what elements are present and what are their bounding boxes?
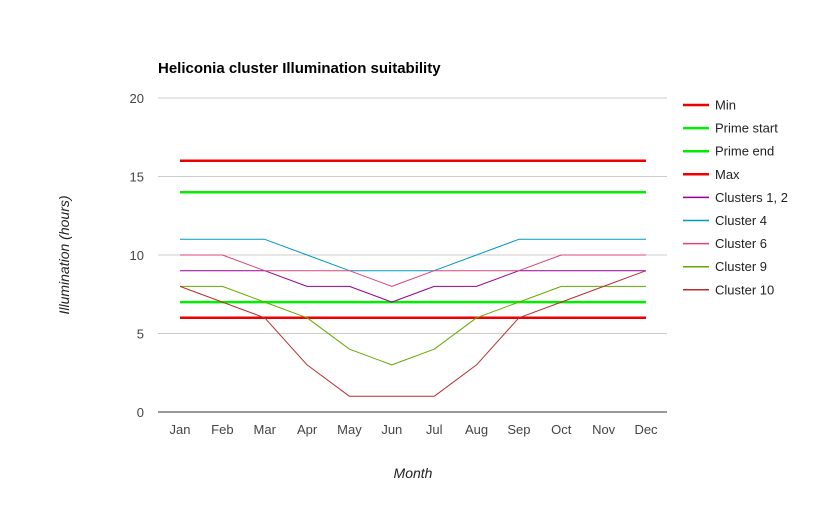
x-tick-label: Jul — [426, 422, 443, 437]
gridlines — [158, 97, 667, 334]
x-tick-label: May — [337, 422, 362, 437]
series-lines — [179, 159, 647, 397]
x-tick-label: Feb — [211, 422, 233, 437]
y-tick-label: 0 — [137, 405, 144, 420]
legend-label-2: Prime end — [715, 144, 774, 159]
legend-label-8: Cluster 10 — [715, 282, 774, 297]
x-tick-label: Apr — [297, 422, 318, 437]
x-tick-label: Dec — [634, 422, 658, 437]
legend-label-1: Prime start — [715, 121, 778, 136]
x-tick-label: Mar — [254, 422, 277, 437]
y-axis-title: Illumination (hours) — [56, 195, 72, 314]
series-line-4 — [180, 270, 646, 303]
legend: Min Prime start Prime end Max Clusters 1, 2 C… — [683, 98, 788, 297]
x-axis-title: Month — [394, 465, 433, 481]
legend-label-0: Min — [715, 98, 736, 113]
legend-label-4: Clusters 1, 2 — [715, 190, 788, 205]
legend-label-3: Max — [715, 167, 740, 182]
x-axis-ticks: Jan Feb Mar Apr May Jun Jul Aug Sep Oct Nov Dec — [170, 422, 659, 437]
series-line-5 — [180, 238, 646, 272]
chart-title: Heliconia cluster Illumination suitabili… — [158, 60, 441, 77]
series-line-7 — [180, 285, 646, 366]
legend-label-7: Cluster 9 — [715, 259, 767, 274]
y-tick-label: 10 — [130, 248, 144, 263]
y-tick-label: 15 — [130, 170, 144, 185]
y-axis-ticks: 0 5 10 15 20 — [130, 91, 144, 420]
y-tick-label: 5 — [137, 327, 144, 342]
x-tick-label: Jan — [170, 422, 191, 437]
x-tick-label: Sep — [507, 422, 530, 437]
x-tick-label: Jun — [381, 422, 402, 437]
x-tick-label: Aug — [465, 422, 488, 437]
series-line-8 — [179, 270, 647, 397]
x-tick-label: Nov — [592, 422, 616, 437]
series-line-6 — [180, 254, 646, 287]
x-tick-label: Oct — [551, 422, 572, 437]
legend-label-6: Cluster 6 — [715, 236, 767, 251]
y-tick-label: 20 — [130, 91, 144, 106]
legend-label-5: Cluster 4 — [715, 213, 767, 228]
